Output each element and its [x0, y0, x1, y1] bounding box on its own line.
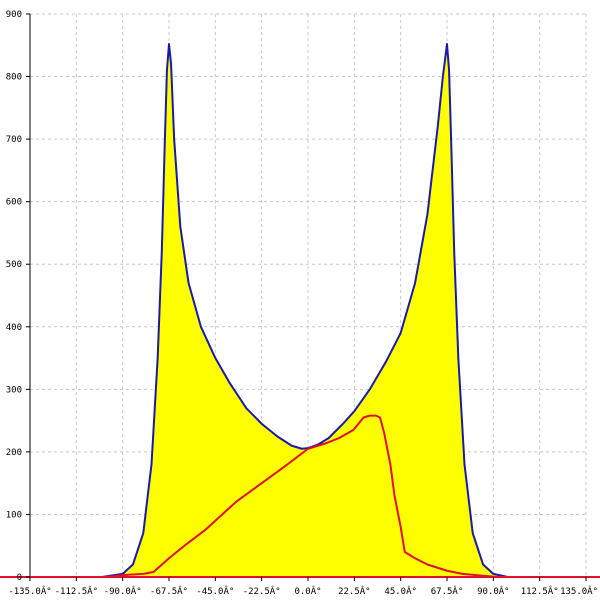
tick-labels: 0 100 200 300 400 500 600 700 800 900 -135.0Â° -112… — [6, 10, 598, 597]
x-tick-label: -135.0Â° — [8, 585, 51, 597]
y-tick-label: 200 — [6, 448, 22, 458]
y-tick-label: 300 — [6, 385, 22, 395]
y-tick-label: 500 — [6, 260, 22, 270]
x-tick-label: -45.0Â° — [196, 585, 234, 597]
x-tick-label: -22.5Â° — [243, 585, 281, 597]
y-tick-label: 900 — [6, 10, 22, 20]
x-tick-label: 67.5Â° — [431, 585, 464, 597]
y-tick-label: 800 — [6, 73, 22, 83]
x-tick-label: 135.0Â° — [560, 585, 598, 597]
x-tick-label: 90.0Â° — [477, 585, 510, 597]
series-1-line — [106, 414, 498, 578]
x-tick-label: -67.5Â° — [150, 585, 188, 597]
y-tick-label: 700 — [6, 135, 22, 145]
x-tick-label: 0.0Â° — [294, 585, 321, 597]
x-tick-label: 22.5Â° — [338, 585, 371, 597]
y-tick-label: 400 — [6, 323, 22, 333]
axes — [0, 13, 600, 581]
x-tick-label: 45.0Â° — [384, 585, 417, 597]
y-tick-label: 100 — [6, 510, 22, 520]
x-tick-label: -112.5Â° — [55, 585, 98, 597]
y-tick-label: 600 — [6, 198, 22, 208]
x-tick-label: 112.5Â° — [521, 585, 559, 597]
series-layer — [101, 43, 508, 578]
series-0-area — [102, 44, 508, 577]
y-tick-label: 0 — [17, 573, 22, 583]
series-0-line — [101, 43, 508, 578]
x-tick-label: -90.0Â° — [104, 585, 142, 597]
